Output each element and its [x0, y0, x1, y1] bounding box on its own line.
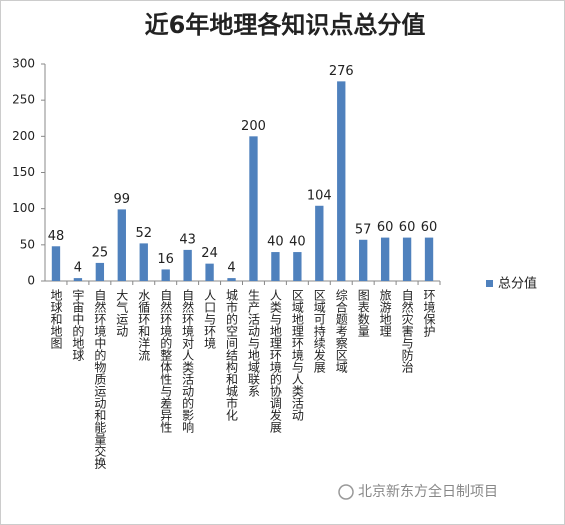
- bar: [424, 237, 434, 281]
- bar: [271, 252, 280, 281]
- bar: [139, 243, 148, 281]
- watermark-icon: [338, 484, 354, 500]
- value-label: 57: [355, 222, 372, 237]
- x-tick-label: 人口与环境: [203, 289, 217, 349]
- watermark-text: 北京新东方全日制项目: [358, 483, 498, 500]
- x-tick-label: 图表数量: [356, 289, 370, 337]
- value-label: 48: [48, 229, 65, 244]
- value-label: 24: [201, 246, 218, 261]
- watermark: 北京新东方全日制项目: [338, 483, 498, 500]
- value-label: 4: [74, 261, 82, 276]
- legend-label: 总分值: [498, 276, 537, 292]
- bar: [161, 269, 170, 281]
- x-tick-label: 人类与地理环境的协调发展: [268, 289, 282, 433]
- x-tick-label: 环境保护: [422, 289, 436, 337]
- x-tick-label: 自然环境对人类活动的影响: [181, 289, 195, 433]
- x-tick-label: 城市的空间结构和城市化: [225, 289, 239, 422]
- value-label: 40: [267, 235, 284, 250]
- bar: [359, 239, 368, 281]
- x-tick-label: 区域地理环境与人类活动: [290, 289, 304, 421]
- chart-title: 近6年地理各知识点总分值: [145, 11, 426, 39]
- value-label: 25: [92, 245, 109, 260]
- y-tick-label: 0: [27, 274, 35, 288]
- x-tick-label: 宇宙中的地球: [71, 289, 85, 361]
- value-label: 52: [135, 226, 152, 241]
- x-tick-label: 地球和地图: [49, 289, 63, 349]
- value-label: 43: [179, 232, 196, 247]
- bar: [337, 81, 346, 281]
- x-tick-label: 生产活动与地域联系: [246, 289, 260, 397]
- legend-swatch: [486, 280, 493, 287]
- x-tick-label: 区域可持续发展: [312, 289, 326, 373]
- bar: [51, 246, 61, 281]
- bar: [249, 136, 258, 281]
- value-label: 60: [377, 220, 394, 235]
- bar: [380, 237, 390, 281]
- value-label: 16: [157, 252, 174, 267]
- value-label: 104: [307, 188, 332, 203]
- x-tick-label: 自然环境的整体性与差异性: [159, 289, 173, 434]
- value-label: 200: [241, 119, 266, 134]
- bar: [117, 209, 126, 281]
- value-label: 60: [399, 220, 416, 235]
- y-tick-label: 300: [12, 57, 35, 71]
- value-label: 40: [289, 235, 306, 250]
- value-label: 99: [114, 192, 131, 207]
- x-tick-label: 自然环境中的物质运动和能量交换: [93, 289, 107, 469]
- bar: [73, 278, 83, 281]
- bar: [402, 237, 412, 281]
- bar: [183, 249, 192, 281]
- y-tick-label: 50: [20, 237, 35, 251]
- bar: [293, 252, 302, 281]
- x-tick-label: 综合题考察区域: [334, 289, 348, 373]
- bar: [205, 263, 214, 281]
- y-tick-label: 150: [12, 165, 35, 179]
- y-tick-label: 250: [12, 93, 35, 107]
- value-label: 4: [227, 261, 235, 276]
- bar: [315, 205, 324, 281]
- value-label: 60: [421, 220, 438, 235]
- y-tick-label: 200: [12, 129, 35, 143]
- x-tick-label: 自然灾害与防治: [400, 289, 414, 373]
- x-tick-label: 大气运动: [115, 289, 129, 337]
- x-tick-label: 水循环和洋流: [137, 289, 151, 361]
- bar: [95, 262, 105, 281]
- x-tick-label: 旅游地理: [378, 289, 392, 337]
- value-label: 276: [329, 64, 354, 79]
- y-tick-label: 100: [12, 201, 35, 215]
- bar: [227, 278, 236, 281]
